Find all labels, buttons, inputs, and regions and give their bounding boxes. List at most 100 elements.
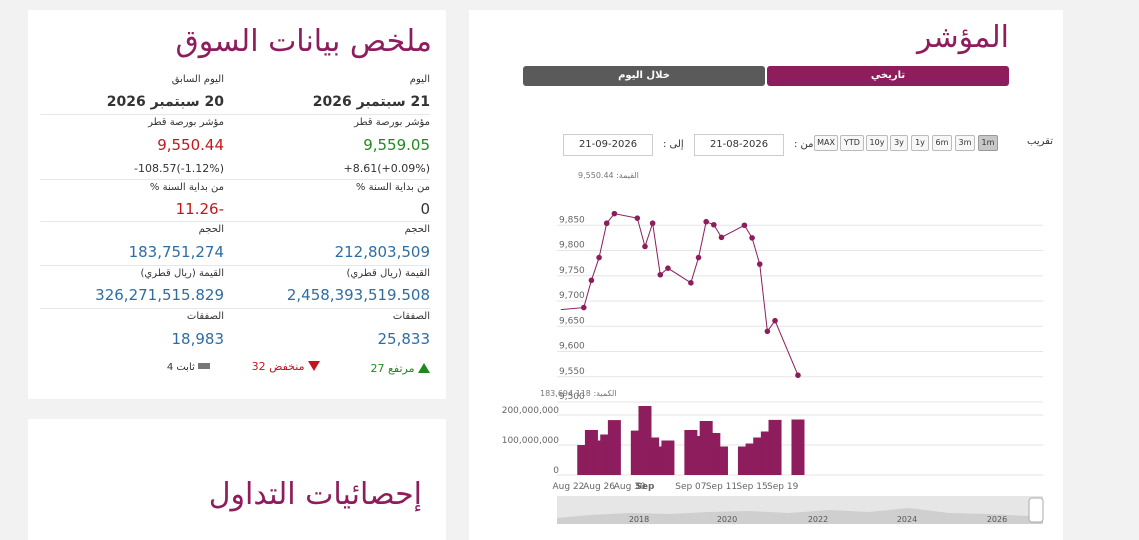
today-trades-value: 25,833 [377,330,431,348]
volume-bar[interactable] [661,440,675,476]
price-point[interactable] [764,328,771,335]
previous-volume-value: 183,751,274 [128,243,224,261]
range-3m-button[interactable]: 3m [955,135,975,151]
volume-series [577,406,805,476]
price-axis: 9,500 9,550 9,600 9,650 9,700 9,750 9,800 9,850 [559,215,585,402]
price-point[interactable] [772,317,778,324]
today-trades-label: الصفقات [392,311,430,322]
x-tick-label: Sep 11 [706,482,737,492]
price-point[interactable] [611,210,618,217]
range-10y-button[interactable]: 10y [866,135,888,151]
previous-index-label: مؤشر بورصة قطر [148,117,224,128]
today-value-value: 2,458,393,519.508 [286,286,430,304]
price-point[interactable] [695,254,702,261]
navigator-year-label: 2020 [717,515,737,524]
price-point[interactable] [741,222,748,229]
today-change: +8.61(+0.09%) [343,162,430,175]
range-1m-button[interactable]: 1m [978,135,998,151]
range-6m-button[interactable]: 6m [932,135,952,151]
row-divider [40,179,430,180]
navigator[interactable]: 2018 2020 2022 2024 2026 [557,496,1044,524]
row-divider [40,221,430,222]
market-summary-title: ملخص بيانات السوق [175,24,432,59]
to-date-input[interactable]: 21-09-2026 [563,134,653,156]
tab-historical[interactable]: تاريخي [767,66,1009,86]
trading-stats-card: إحصائيات التداول [28,419,446,540]
price-tick-label: 9,800 [559,241,585,251]
navigator-year-label: 2024 [897,515,917,524]
volume-bar[interactable] [607,420,621,475]
tab-intraday[interactable]: خلال اليوم [523,66,765,86]
previous-trades-value: 18,983 [171,330,225,348]
volume-tick-label: 200,000,000 [502,406,560,416]
range-3y-button[interactable]: 3y [890,135,908,151]
price-point[interactable] [634,215,641,221]
to-label: إلى : [663,139,684,150]
triangle-down-icon [308,361,320,371]
today-ytd-label: من بداية السنة % [355,182,430,193]
today-date: 21 سبتمبر 2026 [312,94,430,110]
volume-bar[interactable] [791,419,805,476]
from-label: من : [794,139,814,150]
price-point[interactable] [649,220,656,227]
unchanged: ثابت 4 [167,362,210,373]
range-1y-button[interactable]: 1y [911,135,929,151]
navigator-area [557,508,1043,524]
navigator-year-label: 2022 [808,515,828,524]
price-point[interactable] [596,254,602,261]
today-index-label: مؤشر بورصة قطر [354,117,430,128]
today-volume-label: الحجم [404,224,430,235]
previous-date: 20 سبتمبر 2026 [106,94,224,110]
price-point[interactable] [665,265,671,271]
price-point[interactable] [749,235,755,241]
price-point[interactable] [588,277,595,284]
navigator-handle[interactable] [1028,497,1044,523]
volume-bar[interactable] [714,446,728,476]
x-tick-label: Sep 19 [767,482,799,492]
range-max-button[interactable]: MAX [814,135,838,151]
previous-trades-label: الصفقات [186,311,224,322]
price-point[interactable] [603,220,610,227]
previous-change: -108.57(-1.12%) [134,162,224,175]
price-point[interactable] [657,271,664,278]
previous-ytd-value: -11.26 [175,200,224,218]
x-tick-label: Sep 15 [736,482,767,492]
price-tick-label: 9,650 [559,316,585,326]
price-point[interactable] [718,234,725,241]
previous-volume-label: الحجم [198,224,224,235]
x-tick-label: Aug 22 [553,482,585,492]
price-tick-label: 9,700 [559,291,585,301]
volume-tick-label: 100,000,000 [502,436,560,446]
previous-ytd-label: من بداية السنة % [149,182,224,193]
price-series [560,210,801,379]
advancers-label: مرتفع 27 [370,362,415,375]
price-tick-label: 9,600 [559,342,585,352]
row-divider [40,308,430,309]
index-chart[interactable]: 9,500 9,550 9,600 9,650 9,700 9,750 9,800 9,850… [469,10,1063,540]
previous-index-value: 9,550.44 [157,136,224,154]
price-point[interactable] [642,243,648,250]
x-tick-label: Aug 30 [614,482,646,492]
price-tooltip-label: القيمة: 9,550.44 [578,171,639,180]
from-date-input[interactable]: 21-08-2026 [694,134,784,156]
range-ytd-button[interactable]: YTD [840,135,864,151]
navigator-year-label: 2026 [987,515,1007,524]
today-ytd-value: 0 [420,200,430,218]
price-point[interactable] [756,261,763,267]
price-point[interactable] [580,304,587,311]
price-point[interactable] [795,372,801,379]
price-point[interactable] [688,280,694,286]
advancers: مرتفع 27 [371,362,430,375]
decliners: منخفض 32 [252,360,320,373]
navigator-year-label: 2018 [629,515,649,524]
price-point[interactable] [703,218,709,225]
volume-bar[interactable] [768,419,782,475]
row-divider [40,114,430,115]
today-heading: اليوم [409,74,430,85]
index-card: المؤشر تاريخي خلال اليوم تقريب 1m 3m 6m … [469,10,1063,540]
volume-tooltip-label: الكمية: 183,694,118 [540,389,617,398]
price-tick-label: 9,550 [559,367,585,377]
price-point[interactable] [711,221,717,228]
row-divider [40,265,430,266]
price-tick-label: 9,750 [559,266,585,276]
